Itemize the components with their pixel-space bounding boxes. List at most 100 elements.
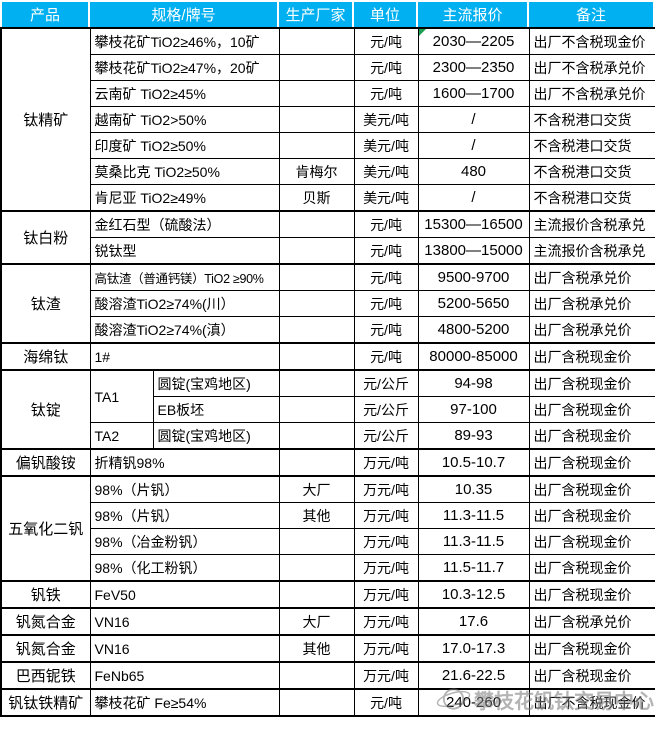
manufacturer-cell: 其他: [278, 502, 355, 529]
unit-cell: 美元/吨: [353, 132, 419, 159]
unit-cell: 万元/吨: [353, 607, 419, 636]
manufacturer-cell: [278, 54, 355, 81]
note-cell: 出厂含税现金价: [528, 422, 655, 450]
note-cell: 出厂含税现金价: [528, 661, 655, 690]
unit-cell: 美元/吨: [353, 158, 419, 185]
note-cell: 出厂含税现金价: [528, 554, 655, 582]
manufacturer-cell: [278, 80, 355, 107]
manufacturer-cell: [278, 342, 355, 371]
table-row: 巴西铌铁 FeNb65 万元/吨 21.6-22.5 出厂含税现金价: [0, 661, 655, 690]
note-cell: 出厂含税现金价: [528, 634, 655, 663]
price-cell: 480: [417, 158, 530, 185]
unit-cell: 元/吨: [353, 688, 419, 717]
manufacturer-cell: [278, 290, 355, 317]
unit-cell: 元/公斤: [353, 422, 419, 450]
manufacturer-cell: 肯梅尔: [278, 158, 355, 185]
price-cell: 94-98: [417, 369, 530, 397]
table-row: 钒铁 FeV50 万元/吨 10.3-12.5 出厂含税现金价: [0, 580, 655, 609]
spec-cell: 莫桑比克 TiO2≥50%: [89, 158, 280, 185]
table-row: 98%（冶金粉钒） 万元/吨 11.3-11.5 出厂含税现金价: [1, 528, 655, 555]
note-cell: 出厂含税现金价: [528, 475, 655, 503]
price-cell: 240-260: [417, 688, 530, 717]
table-row: 酸溶渣TiO2≥74%(滇） 元/吨 4800-5200 出厂含税承兑价: [1, 316, 655, 344]
note-cell: 不含税港口交货: [528, 184, 655, 212]
price-cell: 11.3-11.5: [417, 528, 530, 555]
price-cell: /: [417, 106, 530, 133]
spec-cell: 肯尼亚 TiO2≥49%: [89, 184, 280, 212]
table-row: 钒氮合金 VN16 大厂 万元/吨 17.6 出厂含税承兑价: [0, 607, 655, 636]
spec-grade-cell: TA1: [89, 369, 154, 423]
price-table: 钛精矿 攀枝花矿TiO2≥46%，10矿 元/吨 2030—2205 出厂不含税现金价攀…: [0, 27, 655, 717]
spec-form-cell: 圆锭(宝鸡地区): [152, 422, 280, 450]
spec-cell: 金红石型（硫酸法）: [89, 210, 280, 238]
table-row: 钛锭 TA1 圆锭(宝鸡地区) 元/公斤 94-98 出厂含税现金价: [0, 369, 655, 450]
spec-cell: 酸溶渣TiO2≥74%(滇）: [89, 316, 280, 344]
price-cell: 11.5-11.7: [417, 554, 530, 582]
col-header-unit: 单位: [354, 2, 416, 27]
price-cell: 10.3-12.5: [417, 580, 530, 609]
price-cell: 17.6: [417, 607, 530, 636]
col-header-spec: 规格/牌号: [90, 2, 277, 27]
product-cell: 钛锭: [0, 369, 91, 450]
product-cell: 巴西铌铁: [0, 661, 91, 690]
col-header-price: 主流报价: [418, 2, 527, 27]
note-cell: 出厂含税现金价: [528, 448, 655, 477]
price-cell: 2030—2205: [417, 27, 530, 55]
unit-cell: 万元/吨: [353, 554, 419, 582]
manufacturer-cell: [278, 237, 355, 265]
note-cell: 主流报价含税承兑: [528, 210, 655, 238]
table-row: 攀枝花矿TiO2≥47%，20矿 元/吨 2300—2350 出厂不含税承兑价: [1, 54, 655, 81]
unit-cell: 万元/吨: [353, 502, 419, 529]
table-row: 肯尼亚 TiO2≥49% 贝斯 美元/吨 / 不含税港口交货: [1, 184, 655, 212]
table-header: 产品 规格/牌号 生产厂家 单位 主流报价 备注: [0, 0, 655, 27]
note-cell: 不含税港口交货: [528, 106, 655, 133]
price-cell: 11.3-11.5: [417, 502, 530, 529]
product-cell: 钒氮合金: [0, 634, 91, 663]
manufacturer-cell: [278, 132, 355, 159]
product-cell: 偏钒酸铵: [0, 448, 91, 477]
table-row: 海绵钛 1# 元/吨 80000-85000 出厂含税现金价: [0, 342, 655, 371]
note-cell: 出厂含税现金价: [528, 396, 655, 423]
price-cell: 1600—1700: [417, 80, 530, 107]
price-cell: 10.35: [417, 475, 530, 503]
spec-cell: 攀枝花矿TiO2≥47%，20矿: [89, 54, 280, 81]
product-cell: 钛精矿: [0, 27, 91, 212]
spec-cell: 98%（冶金粉钒）: [89, 528, 280, 555]
note-cell: 出厂不含税承兑价: [528, 54, 655, 81]
product-cell: 钛渣: [0, 263, 91, 344]
spec-cell: 酸溶渣TiO2≥74%(川）: [89, 290, 280, 317]
manufacturer-cell: [278, 422, 355, 450]
unit-cell: 元/吨: [353, 210, 419, 238]
manufacturer-cell: [278, 528, 355, 555]
note-cell: 不含税港口交货: [528, 132, 655, 159]
note-cell: 不含税港口交货: [528, 158, 655, 185]
spec-form-cell: EB板坯: [152, 396, 280, 423]
spec-cell: 印度矿 TiO2≥50%: [89, 132, 280, 159]
unit-cell: 元/吨: [353, 290, 419, 317]
note-cell: 出厂不含税承兑价: [528, 80, 655, 107]
manufacturer-cell: [278, 448, 355, 477]
manufacturer-cell: [278, 580, 355, 609]
col-header-manufacturer: 生产厂家: [279, 2, 352, 27]
price-cell: 15300—16500: [417, 210, 530, 238]
unit-cell: 万元/吨: [353, 580, 419, 609]
price-cell: /: [417, 184, 530, 212]
manufacturer-cell: [278, 688, 355, 717]
note-cell: 出厂含税现金价: [528, 342, 655, 371]
note-cell: 出厂含税承兑价: [528, 263, 655, 291]
spec-cell: FeV50: [89, 580, 280, 609]
unit-cell: 万元/吨: [353, 661, 419, 690]
note-cell: 主流报价含税承兑: [528, 237, 655, 265]
spec-cell: 折精钒98%: [89, 448, 280, 477]
unit-cell: 元/吨: [353, 316, 419, 344]
spec-cell: 高钛渣（普通钙镁）TiO2 ≥90%: [89, 263, 280, 291]
product-cell: 海绵钛: [0, 342, 91, 371]
manufacturer-cell: [278, 106, 355, 133]
unit-cell: 万元/吨: [353, 475, 419, 503]
product-cell: 钛白粉: [0, 210, 91, 265]
table-row: 98%（化工粉钒） 万元/吨 11.5-11.7 出厂含税现金价: [1, 554, 655, 582]
price-cell: 5200-5650: [417, 290, 530, 317]
col-header-product: 产品: [2, 2, 88, 27]
price-cell: 2300—2350: [417, 54, 530, 81]
manufacturer-cell: 大厂: [278, 607, 355, 636]
